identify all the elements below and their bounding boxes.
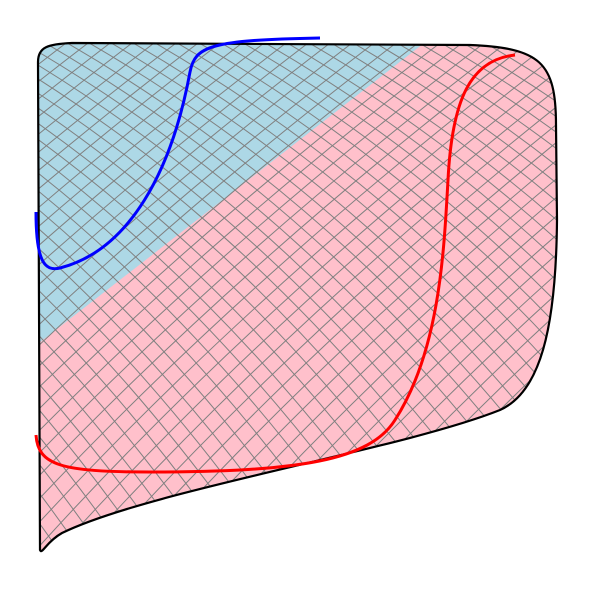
grid-line xyxy=(38,43,269,552)
grid-line xyxy=(38,43,183,552)
grid-line xyxy=(303,43,557,552)
grid-line xyxy=(39,43,557,552)
grid-line xyxy=(38,43,557,552)
grid-line xyxy=(281,43,557,552)
blue-curve xyxy=(34,36,321,271)
grid-line xyxy=(413,43,557,552)
grid-line xyxy=(38,43,227,552)
grid-line xyxy=(38,43,423,552)
grid-line xyxy=(0,40,28,570)
outline xyxy=(36,41,559,553)
grid-line xyxy=(38,43,205,552)
grid-line xyxy=(568,40,600,570)
grid-line xyxy=(38,43,271,552)
grid-line xyxy=(38,43,293,552)
grid-line xyxy=(0,40,4,570)
grid-line xyxy=(38,43,161,552)
grid-line xyxy=(127,43,557,552)
grid-line xyxy=(38,43,557,552)
grid-line xyxy=(105,43,557,552)
grid-line xyxy=(38,43,489,552)
grid-line xyxy=(61,43,557,552)
grid-line xyxy=(38,43,533,552)
grid-line xyxy=(38,43,225,552)
red-curve xyxy=(34,53,516,474)
grid-line xyxy=(38,43,511,552)
grid-line xyxy=(347,43,557,552)
grid-line xyxy=(325,43,557,552)
grid-line xyxy=(38,43,445,552)
grid-line xyxy=(38,43,139,552)
grid-line xyxy=(0,40,26,570)
grid-line xyxy=(259,43,557,552)
grid-line xyxy=(83,43,557,552)
grid-line xyxy=(215,43,557,552)
grid-line xyxy=(38,43,159,552)
grid-line xyxy=(38,43,181,552)
grid-line xyxy=(193,43,557,552)
grid-line xyxy=(457,43,557,552)
grid-line xyxy=(105,43,557,552)
grid-line xyxy=(391,43,557,552)
grid-line xyxy=(38,43,313,552)
grid-line xyxy=(38,43,249,552)
grid-line xyxy=(38,43,379,552)
grid-line xyxy=(435,43,557,552)
grid-line xyxy=(0,40,6,570)
grid-line xyxy=(38,43,357,552)
grid-line xyxy=(38,43,555,552)
grid-line xyxy=(568,40,600,570)
grid-line xyxy=(38,43,203,552)
grid-line xyxy=(171,43,557,552)
grid-line xyxy=(38,43,335,552)
grid-line xyxy=(38,43,401,552)
grid-line xyxy=(38,43,137,552)
grid-line xyxy=(83,43,557,552)
grid-line xyxy=(38,43,247,552)
grid-line xyxy=(38,43,117,552)
grid-line xyxy=(149,43,557,552)
grid-line xyxy=(590,40,600,570)
grid-line xyxy=(590,40,600,570)
grid-line xyxy=(237,43,557,552)
grid-line xyxy=(38,43,291,552)
grid-line xyxy=(38,43,467,552)
